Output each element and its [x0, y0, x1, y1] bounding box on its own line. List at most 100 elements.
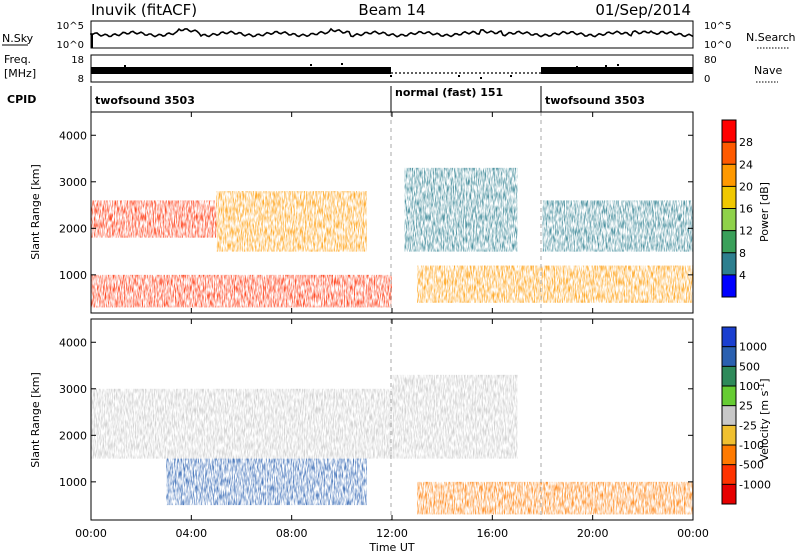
colorbar-swatch: [722, 208, 736, 232]
colorbar-swatch: [722, 186, 736, 209]
cpid-segment-3: twofsound 3503: [545, 94, 645, 107]
colorbar-swatch: [722, 386, 736, 407]
freq-point: [510, 75, 512, 77]
colorbar-swatch: [722, 252, 736, 276]
colorbar-tick-label: -500: [739, 459, 764, 472]
echo-region: [166, 458, 367, 506]
colorbar-tick-label: 8: [739, 247, 746, 260]
y-tick-label: 3000: [59, 176, 87, 189]
freq-point: [605, 65, 607, 67]
colorbar-tick-label: -1000: [739, 478, 771, 491]
echo-region: [392, 374, 518, 459]
colorbar-tick-label: 100: [739, 380, 760, 393]
freq-panel: Freq. [MHz] 18 8 80 0 Nave: [4, 53, 782, 85]
colorbar-frame: [721, 326, 737, 505]
freq-point: [576, 66, 578, 68]
noise-panel: N.Sky 10^5 10^0 10^5 10^0 N.Search: [2, 20, 796, 51]
freq-point: [617, 64, 619, 66]
freq-left-tick-bottom: 8: [78, 74, 84, 85]
freq-scatter-points: [124, 63, 619, 79]
colorbar-tick-label: 1000: [739, 341, 767, 354]
colorbar-swatch: [722, 445, 736, 466]
colorbar-swatch: [722, 120, 736, 143]
echo-region: [91, 274, 392, 308]
noise-sky-trace: [90, 27, 694, 38]
echo-region: [542, 200, 693, 252]
power-y-axis: 1000 2000 3000 4000: [59, 129, 693, 282]
date-title: 01/Sep/2014: [595, 1, 691, 19]
velocity-y-axis: 1000 2000 3000 4000: [59, 336, 693, 489]
cpid-label: CPID: [7, 93, 36, 106]
time-axis-label: Time UT: [368, 541, 414, 554]
velocity-panel: 1000 2000 3000 4000 Slant Range [km] 1000 50…: [29, 318, 771, 521]
freq-point: [341, 63, 343, 65]
y-tick-label: 1000: [59, 476, 87, 489]
nave-label: Nave: [754, 64, 782, 77]
y-tick-label: 3000: [59, 383, 87, 396]
x-tick-label: 12:00: [376, 527, 408, 540]
colorbar-tick-label: 12: [739, 225, 753, 238]
noise-right-tick-bottom: 10^0: [704, 40, 731, 51]
freq-point: [124, 65, 126, 67]
velocity-echo-marks: [91, 374, 693, 515]
station-title: Inuvik (fitACF): [91, 1, 197, 19]
freq-right-tick-bottom: 0: [704, 74, 710, 85]
beam-title: Beam 14: [358, 1, 425, 19]
colorbar-tick-label: -100: [739, 439, 764, 452]
colorbar-swatch: [722, 230, 736, 254]
freq-point: [390, 75, 392, 77]
colorbar-tick-label: 4: [739, 269, 746, 282]
freq-point: [480, 77, 482, 79]
echo-region: [91, 200, 217, 238]
power-echo-marks: [91, 167, 693, 308]
colorbar-tick-label: 20: [739, 180, 753, 193]
cpid-panel: CPID twofsound 3503 normal (fast) 151 tw…: [7, 86, 645, 112]
velocity-colorbar: 1000 500 100 25 -25 -100 -500 -1000: [721, 326, 771, 505]
colorbar-swatch: [722, 142, 736, 165]
x-tick-label: 16:00: [476, 527, 508, 540]
x-tick-label: 00:00: [75, 527, 107, 540]
x-tick-label: 20:00: [577, 527, 609, 540]
freq-point: [458, 75, 460, 77]
noise-search-label: N.Search: [746, 31, 796, 44]
power-ylabel: Slant Range [km]: [29, 164, 42, 260]
colorbar-swatch: [722, 464, 736, 485]
noise-left-tick-bottom: 10^0: [57, 40, 84, 51]
colorbar-swatch: [722, 274, 736, 298]
freq-unit-label: [MHz]: [4, 67, 36, 80]
y-tick-label: 4000: [59, 336, 87, 349]
noise-left-tick-top: 10^5: [57, 21, 84, 32]
cpid-segment-1: twofsound 3503: [95, 94, 195, 107]
echo-region: [91, 388, 392, 459]
noise-sky-label: N.Sky: [2, 32, 34, 45]
freq-bar-segment-2: [541, 67, 693, 74]
time-axis: 00:00 04:00 08:00 12:00 16:00 20:00 00:00: [75, 112, 709, 540]
x-tick-label: 00:00: [677, 527, 709, 540]
colorbar-tick-label: 500: [739, 360, 760, 373]
freq-point: [310, 64, 312, 66]
colorbar-swatch: [722, 425, 736, 446]
colorbar-swatch: [722, 346, 736, 367]
cpid-segment-2: normal (fast) 151: [395, 86, 503, 99]
power-panel: 1000 2000 3000 4000 Slant Range [km] 28 24 20…: [29, 111, 771, 314]
colorbar-tick-label: 16: [739, 203, 753, 216]
echo-region: [216, 191, 367, 252]
noise-right-tick-top: 10^5: [704, 21, 731, 32]
colorbar-tick-label: 28: [739, 136, 753, 149]
freq-bar-segment-1: [91, 67, 391, 74]
colorbar-swatch: [722, 484, 736, 505]
freq-label: Freq.: [4, 53, 31, 66]
x-tick-label: 04:00: [175, 527, 207, 540]
colorbar-tick-label: 25: [739, 400, 753, 413]
power-colorbar: 28 24 20 16 12 8 4: [721, 119, 753, 298]
colorbar-swatch: [722, 327, 736, 348]
power-colorbar-label: Power [dB]: [758, 182, 771, 242]
colorbar-swatch: [722, 164, 736, 187]
y-tick-label: 2000: [59, 222, 87, 235]
colorbar-tick-label: 24: [739, 158, 753, 171]
colorbar-tick-label: -25: [739, 419, 757, 432]
echo-region: [417, 265, 693, 303]
x-tick-label: 08:00: [276, 527, 308, 540]
colorbar-swatch: [722, 366, 736, 387]
